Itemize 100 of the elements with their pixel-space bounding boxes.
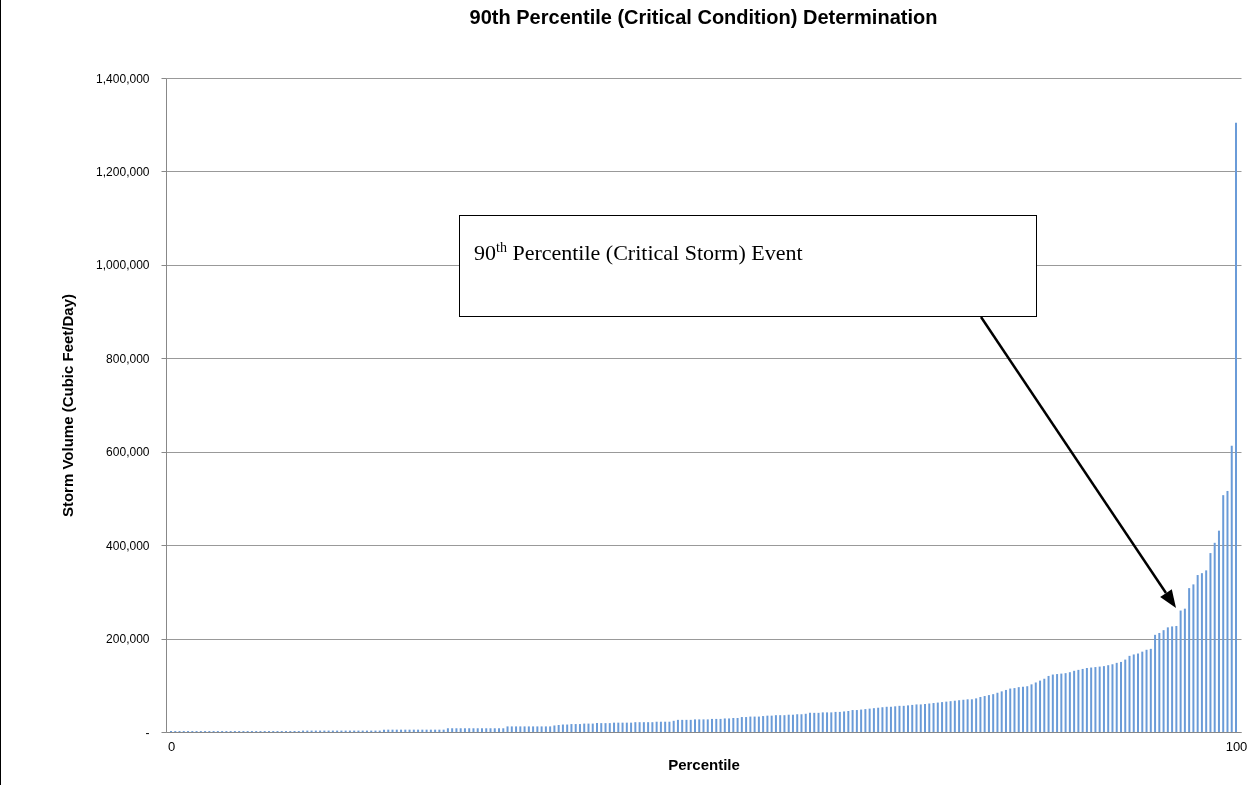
bar bbox=[830, 712, 833, 732]
bar bbox=[987, 695, 990, 732]
bar bbox=[617, 722, 620, 732]
bar bbox=[800, 714, 803, 732]
bar bbox=[783, 715, 786, 732]
bar bbox=[502, 728, 505, 732]
bar bbox=[868, 708, 871, 732]
bar bbox=[553, 725, 556, 732]
bar bbox=[919, 704, 922, 732]
bar bbox=[1200, 573, 1203, 732]
bar bbox=[446, 728, 449, 732]
bar bbox=[902, 705, 905, 732]
bar bbox=[898, 705, 901, 732]
bar bbox=[889, 706, 892, 732]
bar bbox=[1205, 570, 1208, 732]
bar bbox=[813, 712, 816, 732]
bar bbox=[732, 717, 735, 732]
bar bbox=[476, 728, 479, 732]
bar bbox=[689, 719, 692, 732]
bar bbox=[1115, 662, 1118, 732]
bar bbox=[1166, 627, 1169, 732]
bar bbox=[498, 728, 501, 732]
bar bbox=[515, 726, 518, 732]
bar bbox=[638, 722, 641, 732]
bar bbox=[621, 722, 624, 732]
bar bbox=[1000, 691, 1003, 732]
bar bbox=[821, 712, 824, 732]
bar bbox=[1068, 672, 1071, 732]
bar bbox=[1230, 445, 1233, 732]
bar bbox=[838, 711, 841, 732]
bar bbox=[1034, 682, 1037, 732]
bar bbox=[1235, 122, 1237, 732]
callout-box: 90$^{th}$ Percentile (Critical Storm) Event bbox=[459, 215, 1037, 317]
x-tick-label: 0 bbox=[167, 738, 176, 754]
bar bbox=[642, 722, 645, 732]
bar bbox=[851, 710, 854, 732]
bar bbox=[1017, 687, 1020, 732]
bar bbox=[1102, 666, 1105, 732]
bar bbox=[872, 708, 875, 732]
bar bbox=[468, 728, 471, 732]
bar bbox=[953, 700, 956, 732]
bar bbox=[1222, 495, 1225, 732]
bar bbox=[715, 718, 718, 732]
bar bbox=[1124, 659, 1127, 732]
y-tick-label: 200,000 bbox=[106, 632, 150, 647]
bar bbox=[651, 722, 654, 732]
bar bbox=[455, 728, 458, 732]
bar bbox=[1226, 490, 1229, 732]
y-tick-label: 400,000 bbox=[106, 538, 150, 553]
bar bbox=[566, 724, 569, 732]
bar bbox=[625, 722, 628, 732]
bar bbox=[1009, 688, 1012, 732]
bar bbox=[480, 728, 483, 732]
bar bbox=[587, 723, 590, 732]
bar bbox=[711, 718, 714, 732]
bar bbox=[664, 721, 667, 732]
bar bbox=[1171, 626, 1174, 732]
bar bbox=[591, 723, 594, 732]
bar bbox=[685, 719, 688, 732]
bar bbox=[749, 716, 752, 732]
bar bbox=[578, 724, 581, 732]
bar bbox=[1128, 655, 1131, 732]
bar bbox=[1022, 686, 1024, 732]
bar bbox=[655, 721, 658, 732]
bar bbox=[451, 728, 454, 732]
y-tick-label: 1,000,000 bbox=[96, 258, 150, 273]
bar bbox=[992, 694, 995, 732]
bar bbox=[634, 722, 637, 732]
bar bbox=[570, 724, 573, 732]
bar bbox=[796, 714, 799, 732]
bar bbox=[1004, 689, 1007, 732]
bar bbox=[975, 698, 978, 732]
x-tick-label: 100 bbox=[1225, 738, 1248, 754]
bar bbox=[1107, 665, 1110, 732]
bar bbox=[809, 712, 811, 732]
bar bbox=[489, 728, 492, 732]
y-axis-title: Storm Volume (Cubic Feet/Day) bbox=[59, 293, 77, 518]
bar bbox=[753, 716, 756, 732]
bar bbox=[1073, 670, 1076, 732]
bar bbox=[1090, 667, 1093, 732]
bar bbox=[493, 728, 496, 732]
bar bbox=[1060, 673, 1063, 732]
bar bbox=[843, 711, 846, 732]
bar bbox=[906, 705, 909, 732]
bar bbox=[549, 726, 552, 732]
bar bbox=[583, 723, 586, 732]
bar bbox=[1077, 669, 1080, 732]
bar bbox=[881, 707, 884, 732]
bar bbox=[1141, 651, 1144, 732]
bar bbox=[1192, 584, 1195, 732]
bar bbox=[600, 723, 603, 732]
bar bbox=[740, 717, 743, 732]
bar bbox=[949, 701, 952, 732]
bar bbox=[970, 699, 973, 732]
bar bbox=[757, 716, 760, 732]
bar bbox=[847, 710, 850, 732]
bar bbox=[979, 696, 982, 732]
bar bbox=[647, 722, 650, 732]
bar bbox=[561, 724, 564, 732]
bar bbox=[698, 719, 701, 732]
